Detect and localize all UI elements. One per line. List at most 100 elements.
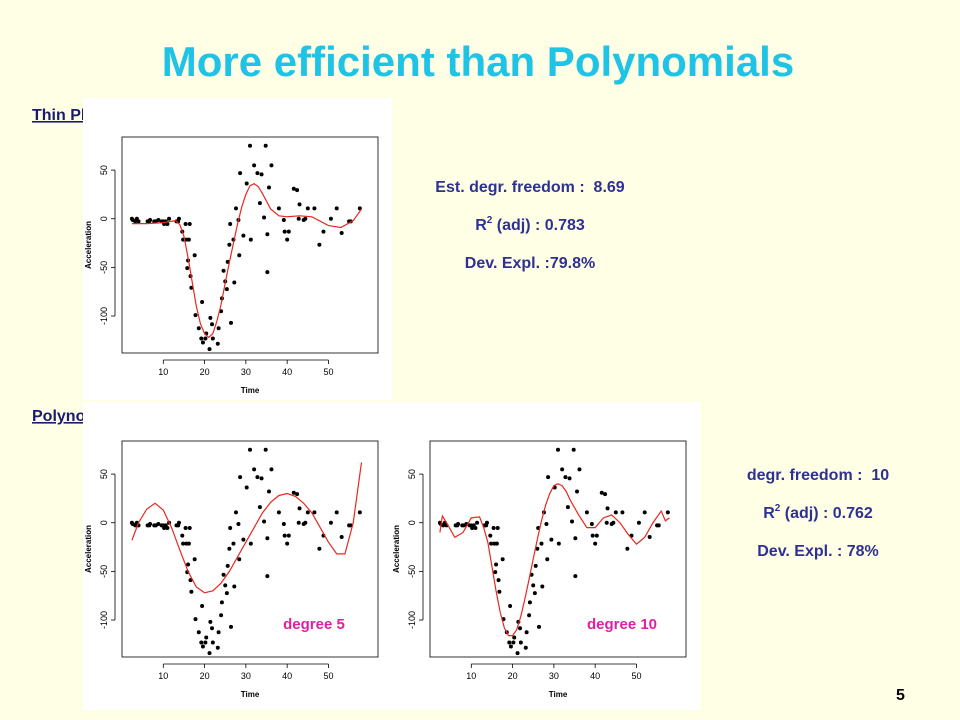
y-axis-label: Acceleration — [84, 525, 93, 573]
data-point — [215, 645, 220, 650]
data-point — [339, 231, 344, 236]
data-point — [297, 506, 302, 511]
data-point — [189, 285, 194, 290]
data-point — [357, 510, 362, 515]
y-tick-label: 0 — [407, 520, 417, 525]
superscript: 2 — [775, 503, 781, 514]
data-point — [223, 583, 228, 588]
data-point — [625, 546, 630, 551]
fit-line — [131, 183, 362, 339]
plot-box — [429, 440, 687, 658]
data-point — [244, 181, 249, 186]
x-tick-label: 40 — [282, 671, 292, 681]
data-point — [207, 347, 212, 352]
data-point — [265, 232, 270, 237]
data-point — [224, 591, 229, 596]
annotation: degree 10 — [587, 616, 657, 633]
data-point — [584, 510, 589, 515]
page-number: 5 — [896, 687, 905, 704]
data-point — [276, 206, 281, 211]
data-point — [241, 537, 246, 542]
y-tick-label: -100 — [407, 611, 417, 629]
data-point — [312, 510, 317, 515]
x-tick-label: 50 — [323, 367, 333, 377]
x-tick-label: 30 — [549, 671, 559, 681]
stat-text: (adj) : 0.762 — [780, 505, 873, 522]
data-point — [224, 287, 229, 292]
data-point — [233, 510, 238, 515]
data-point — [321, 229, 326, 234]
data-point — [593, 541, 598, 546]
stat-text: R2 (adj) : 0.762 — [763, 503, 873, 522]
x-tick-label: 30 — [241, 671, 251, 681]
data-point — [221, 268, 226, 273]
data-point — [167, 216, 172, 221]
data-point — [573, 536, 578, 541]
y-tick-label: -50 — [407, 565, 417, 578]
data-point — [196, 630, 201, 635]
data-point — [252, 163, 257, 168]
data-point — [199, 336, 204, 341]
data-point — [334, 510, 339, 515]
data-point — [605, 506, 610, 511]
y-tick-label: -100 — [99, 611, 109, 629]
data-point — [620, 510, 625, 515]
data-point — [181, 541, 186, 546]
data-point — [500, 557, 505, 562]
data-point — [599, 490, 604, 495]
data-point — [263, 143, 268, 148]
data-point — [221, 572, 226, 577]
fit-line — [439, 483, 670, 637]
data-point — [227, 242, 232, 247]
data-point — [484, 520, 489, 525]
data-point — [491, 525, 496, 530]
data-point — [200, 644, 205, 649]
data-point — [508, 644, 513, 649]
data-point — [286, 229, 291, 234]
x-tick-label: 20 — [200, 671, 210, 681]
data-point — [187, 525, 192, 530]
data-point — [297, 202, 302, 207]
data-point — [305, 510, 310, 515]
stat-text: R — [475, 217, 487, 234]
data-point — [225, 563, 230, 568]
data-point — [295, 492, 300, 497]
data-point — [219, 600, 224, 605]
data-point — [210, 626, 215, 631]
data-point — [148, 521, 153, 526]
data-point — [233, 206, 238, 211]
data-point — [186, 562, 191, 567]
y-tick-label: 0 — [99, 520, 109, 525]
slide-title: More efficient than Polynomials — [162, 38, 794, 85]
x-axis-label: Time — [241, 690, 260, 699]
data-point — [266, 489, 271, 494]
data-point — [642, 510, 647, 515]
data-point — [176, 520, 181, 525]
data-point — [291, 490, 296, 495]
data-point — [282, 533, 287, 538]
data-point — [276, 510, 281, 515]
data-point — [497, 589, 502, 594]
data-point — [180, 533, 185, 538]
data-point — [196, 326, 201, 331]
y-tick-label: 50 — [99, 165, 109, 175]
data-point — [228, 525, 233, 530]
data-point — [282, 229, 287, 234]
data-point — [531, 583, 536, 588]
data-point — [515, 651, 520, 656]
data-point — [613, 510, 618, 515]
data-point — [570, 519, 575, 524]
data-point — [603, 492, 608, 497]
annotation: degree 5 — [283, 616, 345, 633]
data-point — [248, 143, 252, 148]
data-point — [269, 163, 274, 168]
x-tick-label: 40 — [590, 671, 600, 681]
data-point — [216, 630, 221, 635]
data-point — [186, 237, 191, 242]
x-tick-label: 40 — [282, 367, 292, 377]
data-point — [185, 266, 190, 271]
y-axis-label: Acceleration — [84, 221, 93, 269]
data-point — [210, 336, 215, 341]
